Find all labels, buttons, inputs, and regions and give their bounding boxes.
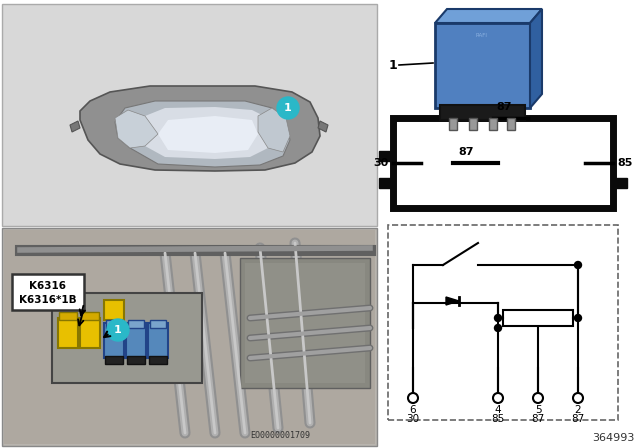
Text: 1: 1 [114,325,122,335]
Polygon shape [158,116,258,153]
Text: 87: 87 [458,147,474,157]
Bar [80,318,100,348]
Polygon shape [435,9,542,23]
Bar [2,4,377,226]
Bar [435,23,530,108]
Circle shape [575,262,582,268]
Bar [59,312,77,320]
Bar [126,323,146,358]
Polygon shape [115,110,158,148]
Bar [148,323,168,358]
Text: 85: 85 [617,158,632,168]
Circle shape [408,393,418,403]
Bar [613,178,627,188]
Polygon shape [80,86,320,171]
Circle shape [533,393,543,403]
Text: 2: 2 [575,405,581,415]
Text: 87: 87 [531,414,545,424]
Bar [245,263,365,383]
Bar [12,274,84,310]
Circle shape [575,314,582,322]
Polygon shape [70,121,80,132]
Bar [106,320,122,328]
Bar [449,118,457,130]
Polygon shape [258,108,290,152]
Text: 4: 4 [495,405,501,415]
Circle shape [493,393,503,403]
Text: 364993: 364993 [593,433,635,443]
Bar [469,118,477,130]
Polygon shape [446,297,459,305]
Polygon shape [115,101,290,167]
Bar [150,320,166,328]
Bar [489,118,497,130]
Bar [503,310,573,326]
Text: 87: 87 [496,102,511,112]
Bar [379,151,393,161]
Bar [128,320,144,328]
Bar [2,228,377,446]
Text: K6316: K6316 [29,281,67,291]
Text: K6316*1B: K6316*1B [19,295,77,305]
Text: 6: 6 [410,405,416,415]
Text: 1: 1 [284,103,292,113]
Text: EO0000001709: EO0000001709 [250,431,310,440]
Polygon shape [138,107,272,159]
Bar [388,225,618,420]
Circle shape [107,319,129,341]
Bar [105,356,123,364]
Circle shape [277,97,299,119]
Bar [4,230,375,444]
Polygon shape [530,9,542,108]
Text: 30: 30 [406,414,420,424]
Text: 30: 30 [374,158,389,168]
Circle shape [573,393,583,403]
Bar [393,118,613,208]
Text: 1: 1 [388,59,397,72]
Circle shape [495,324,502,332]
Bar [58,318,78,348]
Text: 85: 85 [492,414,504,424]
Text: RAFI: RAFI [476,33,488,38]
Bar [81,312,99,320]
Bar [127,356,145,364]
Text: 5: 5 [534,405,541,415]
Circle shape [495,314,502,322]
Bar [104,323,124,358]
Bar [507,118,515,130]
Bar [379,178,393,188]
Bar [149,356,167,364]
Bar [104,300,124,320]
Bar [440,105,525,120]
Bar [240,258,370,388]
Bar [52,293,202,383]
Polygon shape [318,121,328,132]
Text: 87: 87 [572,414,584,424]
